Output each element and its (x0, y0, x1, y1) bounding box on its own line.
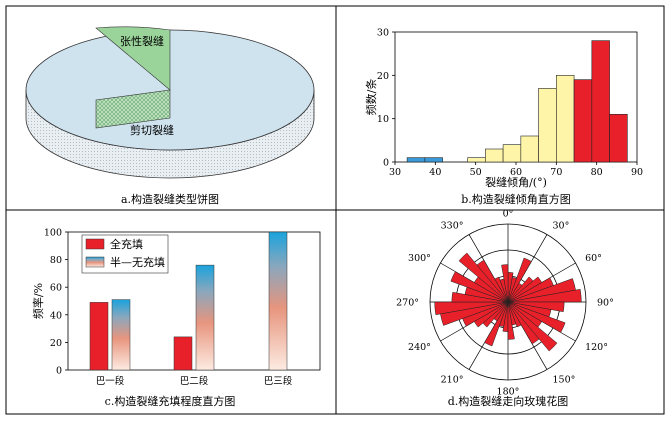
rose-petal-11-0 (507, 301, 566, 333)
caption-d: d.构造裂缝走向玫瑰花图 (448, 394, 569, 408)
fill-bar-half-1 (195, 264, 215, 371)
rose-petal-11-1 (450, 271, 509, 303)
fill-ytick-3: 60 (50, 283, 62, 294)
rose-angle-label-330: 330° (441, 220, 464, 231)
rose-angle-label-210: 210° (441, 375, 464, 386)
hist-xtick-5: 80 (591, 167, 603, 178)
rose-petal-8-1 (434, 301, 509, 316)
fill-category-0: 巴一段 (96, 375, 125, 387)
hist-bar-1 (424, 157, 443, 163)
hist-ticks: 30 40 50 60 70 80 90 0 10 20 30 (377, 28, 643, 179)
rose-petals (434, 252, 582, 352)
fill-bar-half-2 (268, 231, 288, 371)
rose-angle-label-240: 240° (408, 342, 431, 353)
legend-swatch-half (85, 256, 105, 268)
rose-petal-17-0 (507, 301, 515, 340)
legend-label-full: 全充填 (110, 237, 143, 251)
rose-petal-2-1 (484, 301, 509, 347)
fill-ytick-2: 40 (50, 310, 62, 321)
panel-d-rose: 0° 30° 60° 90° 120° 150° 180° 210° 240° 270° 300° 3… (396, 209, 614, 409)
fill-category-1: 巴二段 (180, 375, 209, 387)
rose-petal-15-1 (494, 276, 509, 303)
hist-bar-3 (485, 148, 504, 163)
panel-c-filling: 巴一段 巴二段 巴三段 0 20 40 60 80 100 全充填 半—无充填 频率/% c.… (31, 228, 321, 408)
panel-a-pie: 张性裂缝 剪切裂缝 a.构造裂缝类型饼图 (25, 26, 315, 206)
fill-category-2: 巴三段 (264, 375, 293, 387)
rose-petal-13-0 (507, 301, 558, 352)
wedge-side (95, 89, 171, 129)
hist-xtick-6: 90 (631, 167, 643, 178)
caption-c: c.构造裂缝充填程度直方图 (105, 394, 236, 408)
hist-xtick-0: 30 (389, 167, 401, 178)
hist-ytick-1: 10 (377, 114, 389, 125)
hist-xlabel: 裂缝倾角/(°) (485, 175, 547, 189)
hist-xtick-4: 70 (550, 167, 562, 178)
hist-bar-2 (467, 157, 486, 163)
rose-angle-label-180: 180° (497, 387, 520, 398)
hist-ylabel: 频数/条 (364, 79, 378, 116)
rose-petal-14-1 (476, 259, 509, 303)
rose-petal-15-0 (507, 301, 522, 328)
hist-bar-9 (591, 40, 610, 163)
rose-petal-2-0 (507, 257, 532, 303)
fill-ylabel: 频率/% (31, 283, 45, 319)
hist-ytick-2: 20 (377, 71, 389, 82)
rose-angle-label-0: 0° (503, 209, 514, 220)
hist-bars (406, 40, 628, 163)
hist-bar-6 (538, 88, 557, 163)
fill-bar-full-1 (173, 336, 193, 371)
fill-ytick-5: 100 (44, 228, 62, 239)
hist-ytick-3: 30 (377, 28, 389, 39)
hist-bar-7 (556, 75, 575, 163)
hist-xtick-3: 60 (510, 167, 522, 178)
rose-petal-14-0 (507, 301, 540, 345)
fill-ticks: 0 20 40 60 80 100 (44, 228, 68, 377)
fill-bar-full-0 (89, 302, 109, 371)
hist-xtick-1: 40 (429, 167, 441, 178)
fill-plot-area (67, 231, 321, 371)
rose-petal-13-1 (458, 252, 509, 303)
hist-bar-0 (406, 157, 426, 163)
slice-label-tensile: 张性裂缝 (120, 34, 164, 48)
rose-angle-label-60: 60° (585, 253, 602, 264)
legend-box (81, 234, 169, 274)
hist-bar-8 (573, 79, 593, 163)
pie-slice-tensile (95, 26, 171, 91)
fill-ytick-4: 80 (50, 255, 62, 266)
hist-ytick-0: 0 (383, 158, 389, 169)
rose-petal-17-1 (501, 264, 509, 303)
rose-angle-labels: 0° 30° 60° 90° 120° 150° 180° 210° 240° 270° 300° 3… (396, 209, 614, 398)
rose-angle-label-90: 90° (597, 298, 614, 309)
rose-angle-label-150: 150° (553, 375, 576, 386)
fill-bar-half-0 (111, 299, 131, 371)
rose-angle-label-300: 300° (408, 253, 431, 264)
slice-label-shear: 剪切裂缝 (130, 123, 174, 137)
caption-b: b.构造裂缝倾角直方图 (461, 192, 571, 206)
caption-a: a.构造裂缝类型饼图 (121, 192, 219, 206)
rose-angle-label-120: 120° (585, 342, 608, 353)
legend-swatch-full (85, 238, 105, 250)
hist-bar-10 (609, 114, 628, 163)
panel-b-histogram: 30 40 50 60 70 80 90 0 10 20 30 裂缝倾角/(°) 频数/条 b.构造… (364, 28, 643, 207)
rose-petal-8-0 (507, 288, 582, 303)
hist-xtick-2: 50 (470, 167, 482, 178)
rose-angle-label-30: 30° (553, 220, 570, 231)
hist-bar-4 (502, 144, 522, 163)
fill-ytick-1: 20 (50, 338, 62, 349)
fill-ytick-0: 0 (56, 366, 62, 377)
hist-bar-5 (520, 135, 539, 163)
legend-label-half: 半—无充填 (110, 255, 165, 269)
rose-angle-label-270: 270° (396, 298, 419, 309)
fill-bars: 巴一段 巴二段 巴三段 (89, 231, 293, 387)
